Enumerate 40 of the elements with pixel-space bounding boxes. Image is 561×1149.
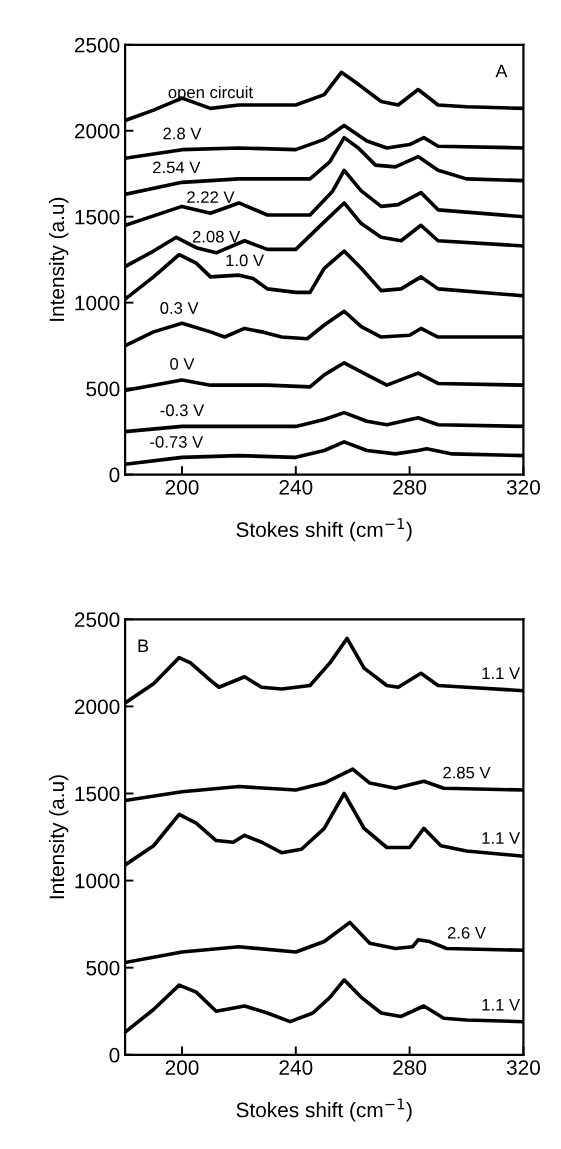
series-label: 1.0 V [226,254,264,267]
y-tick-label: 1000 [75,873,120,889]
series-label: 1.1 V [482,832,521,844]
series-label: 2.85 V [443,766,491,779]
series-label: 2.08 V [192,230,241,243]
x-axis-title: Stokes shift (cm$^{−1}$) [236,1098,412,1122]
x-tick-label: 240 [279,479,313,495]
y-tick-label: 1500 [75,209,120,225]
y-tick-label: 0 [109,467,120,483]
series-label: 0 V [170,357,195,370]
y-tick-label: 500 [86,381,120,397]
series-label: 0.3 V [160,302,199,314]
x-tick-label: 320 [506,479,540,495]
x-tick-label: 240 [279,1060,313,1075]
y-tick-label: 2500 [74,37,120,53]
series-label: 2.22 V [187,191,235,203]
y-tick-label: 2000 [74,123,120,139]
annotation: B [138,639,149,652]
series-label: -0.73 V [150,435,204,448]
series-label: 2.8 V [163,127,202,140]
x-axis-title: Stokes shift (cm$^{−1}$) [236,518,412,542]
x-tick-label: 200 [165,1060,199,1075]
series-label: 2.6 V [447,926,486,939]
series-label: -0.3 V [160,404,205,417]
y-tick-label: 1000 [75,295,120,311]
y-tick-label: 2500 [74,612,120,628]
series-label: 1.1 V [482,999,521,1011]
series-label: 1.1 V [482,667,521,679]
series-label: 2.54 V [153,161,201,174]
y-tick-label: 0 [109,1047,120,1063]
y-tick-label: 1500 [75,786,120,802]
x-tick-label: 320 [506,1060,540,1075]
y-tick-label: 2000 [74,699,120,715]
annotation: A [495,64,508,78]
x-tick-label: 280 [393,1060,427,1075]
x-tick-label: 200 [165,479,199,495]
x-tick-label: 280 [393,479,427,495]
y-tick-label: 500 [86,960,120,976]
y-axis-title: Intensity (a.u) [48,775,69,899]
y-axis-title: Intensity (a.u) [48,197,69,321]
